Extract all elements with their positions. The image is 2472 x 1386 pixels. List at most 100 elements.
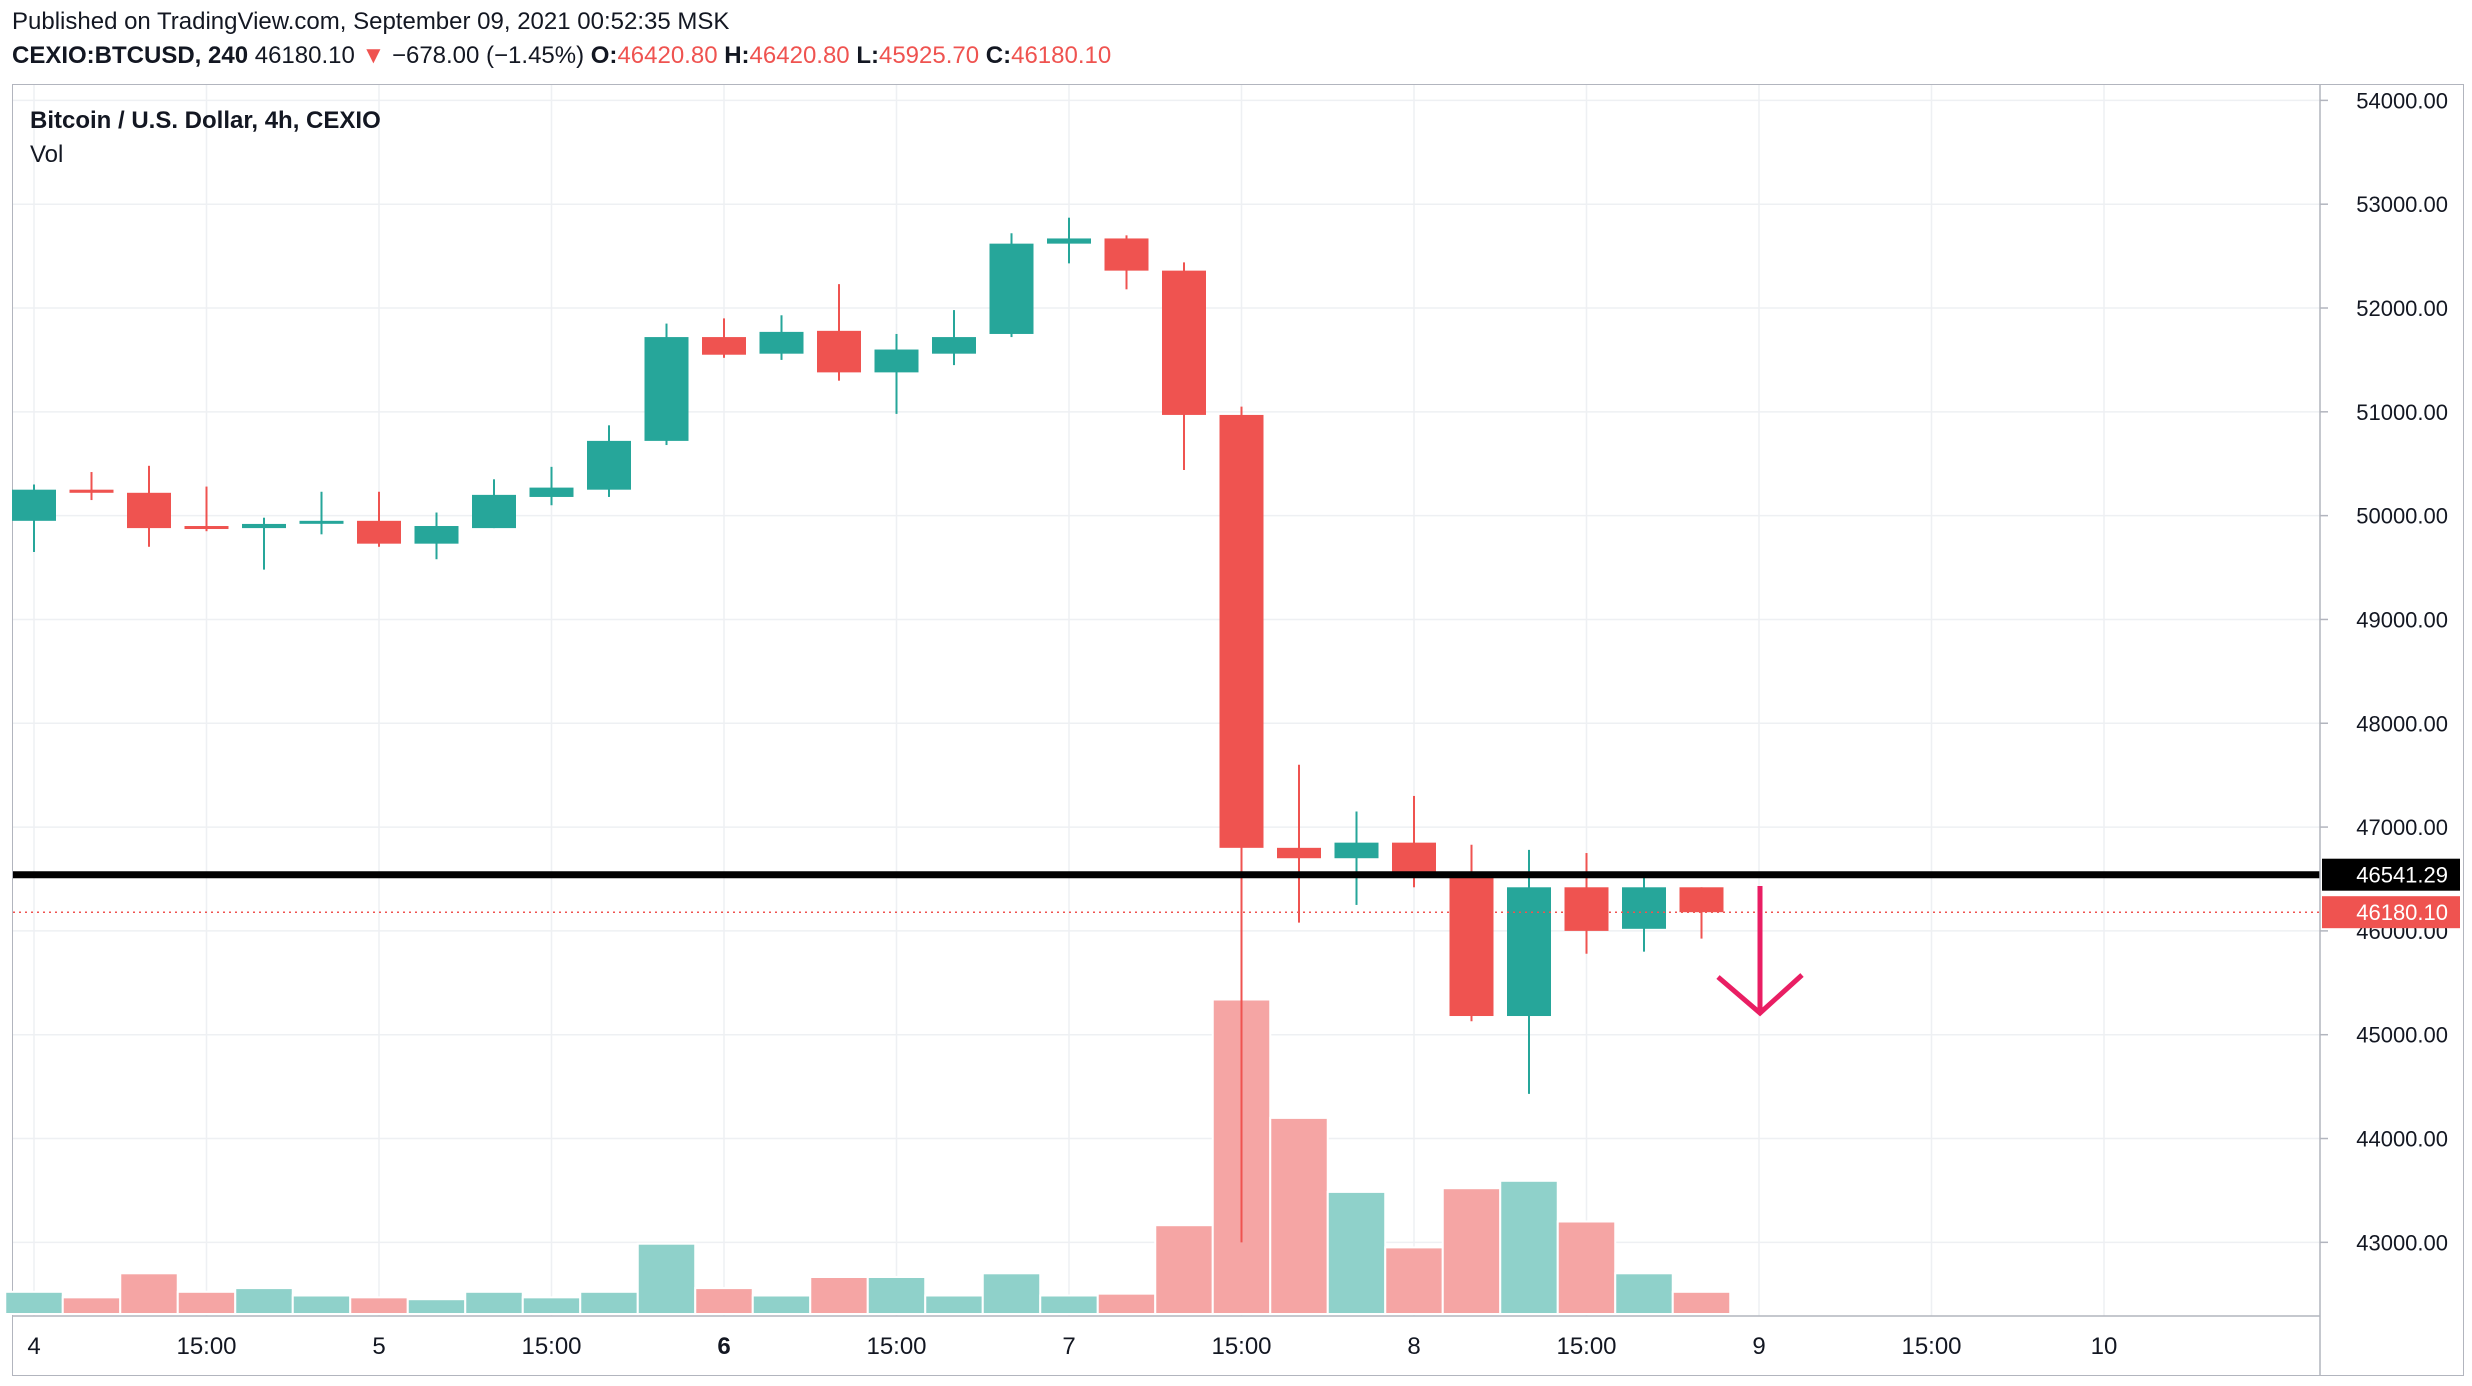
price-tick-label: 44000.00 <box>2356 1127 2448 1152</box>
chart-overlays <box>13 871 2320 1017</box>
volume-bar <box>1614 1272 1674 1316</box>
low-value: 45925.70 <box>878 42 980 69</box>
high-value: 46420.80 <box>749 42 850 69</box>
candle-body <box>1334 842 1379 859</box>
time-tick-label: 15:00 <box>1211 1333 1271 1360</box>
price-tick-label: 47000.00 <box>2356 815 2448 840</box>
price-tick-label: 48000.00 <box>2356 711 2448 736</box>
volume-bar <box>61 1296 122 1315</box>
volume-bars <box>4 998 1732 1316</box>
volume-bar <box>1384 1246 1444 1316</box>
time-tick-label: 10 <box>2091 1333 2118 1360</box>
volume-bar <box>636 1242 697 1315</box>
volume-bar <box>1096 1292 1157 1316</box>
down-triangle-icon: ▼ <box>361 42 386 69</box>
open-value: 46420.80 <box>617 42 718 69</box>
candle-body <box>644 337 689 441</box>
time-tick-label: 4 <box>27 1333 40 1360</box>
down-arrow-head-icon <box>1716 973 1804 1017</box>
candle-body <box>357 520 401 544</box>
price-tick-label: 53000.00 <box>2356 192 2448 217</box>
time-tick-label: 15:00 <box>866 1333 926 1360</box>
price-tick-label: 52000.00 <box>2356 296 2448 321</box>
volume-bar <box>406 1298 467 1315</box>
candle-body <box>1047 238 1091 244</box>
candle-body <box>1507 887 1551 1017</box>
published-info: Published on TradingView.com, September … <box>12 8 730 35</box>
time-tick-label: 15:00 <box>1901 1333 1961 1360</box>
candle-body <box>414 526 459 544</box>
volume-bar <box>349 1296 409 1315</box>
volume-bar <box>1671 1290 1732 1316</box>
legend-title: Bitcoin / U.S. Dollar, 4h, CEXIO <box>30 107 381 134</box>
volume-bar <box>1556 1220 1617 1315</box>
candle-body <box>529 487 574 497</box>
candle-body <box>817 330 861 373</box>
price-tick-label: 49000.00 <box>2356 607 2448 632</box>
time-axis: 4 15:00 5 15:00 6 15:00 7 15:00 8 15:00 9 15:00 10 <box>13 1315 2320 1360</box>
candle-body <box>127 492 171 529</box>
candle-body <box>587 440 631 490</box>
price-tick-label: 51000.00 <box>2356 400 2448 425</box>
chart-legend: Bitcoin / U.S. Dollar, 4h, CEXIO Vol <box>30 104 381 172</box>
price-tick-label: 54000.00 <box>2356 88 2448 113</box>
volume-bar <box>981 1272 1042 1316</box>
volume-bar <box>751 1294 812 1315</box>
time-tick-label: 15:00 <box>521 1333 581 1360</box>
candle-body <box>1564 887 1609 931</box>
candle-body <box>1449 876 1494 1017</box>
volume-bar <box>1154 1224 1214 1315</box>
volume-bar <box>809 1276 869 1315</box>
volume-bar <box>521 1296 582 1315</box>
candle-body <box>874 349 919 373</box>
volume-bar <box>464 1290 524 1316</box>
candle-body <box>1679 887 1724 913</box>
symbol-label: CEXIO:BTCUSD, 240 <box>12 42 249 69</box>
price-axis: 54000.00 53000.00 52000.00 51000.00 50000.00… <box>2319 85 2460 1376</box>
price-tick-label: 45000.00 <box>2356 1023 2448 1048</box>
close-label: C: <box>985 42 1012 69</box>
candle-body <box>472 494 516 529</box>
time-tick-label: 7 <box>1062 1333 1075 1360</box>
ohlc-bar: CEXIO:BTCUSD, 240 46180.10 ▼ −678.00 (−1… <box>12 42 1111 70</box>
open-label: O: <box>590 42 618 69</box>
candle-body <box>759 331 804 354</box>
close-value: 46180.10 <box>1011 42 1112 69</box>
volume-bar <box>4 1290 64 1316</box>
volume-bar <box>1441 1187 1502 1315</box>
horizontal-level-tag <box>2322 858 2460 891</box>
volume-bar <box>291 1294 352 1315</box>
candle-body <box>12 489 56 521</box>
volume-bar <box>1499 1179 1559 1316</box>
candle-body <box>1162 270 1206 415</box>
candle-body <box>932 337 976 354</box>
volume-bar <box>1039 1294 1099 1315</box>
price-tick-label: 50000.00 <box>2356 504 2448 529</box>
time-tick-label: 5 <box>372 1333 385 1360</box>
legend-volume: Vol <box>30 141 64 168</box>
candle-body <box>702 337 746 355</box>
time-tick-label: 9 <box>1752 1333 1765 1360</box>
grid-lines <box>13 85 2320 1316</box>
volume-bar <box>176 1290 237 1316</box>
candle-body <box>242 523 286 529</box>
volume-bar <box>866 1276 927 1315</box>
low-label: L: <box>856 42 879 69</box>
volume-bar <box>234 1287 294 1315</box>
time-tick-label: 8 <box>1407 1333 1420 1360</box>
horizontal-level-tag-label: 46541.29 <box>2356 863 2448 888</box>
candle-body <box>299 520 344 524</box>
last-price-tag <box>2322 896 2460 929</box>
price-change: −678.00 (−1.45%) <box>391 42 585 69</box>
candle-body <box>184 526 229 530</box>
price-tick-label: 43000.00 <box>2356 1230 2448 1255</box>
time-tick-label: 15:00 <box>1556 1333 1616 1360</box>
volume-bar <box>1326 1190 1387 1316</box>
candle-body <box>1622 887 1666 929</box>
candle-body <box>69 489 114 493</box>
chart-frame <box>12 84 2464 1376</box>
time-tick-label: 6 <box>717 1333 730 1360</box>
volume-bar <box>1269 1116 1329 1316</box>
high-label: H: <box>724 42 750 69</box>
